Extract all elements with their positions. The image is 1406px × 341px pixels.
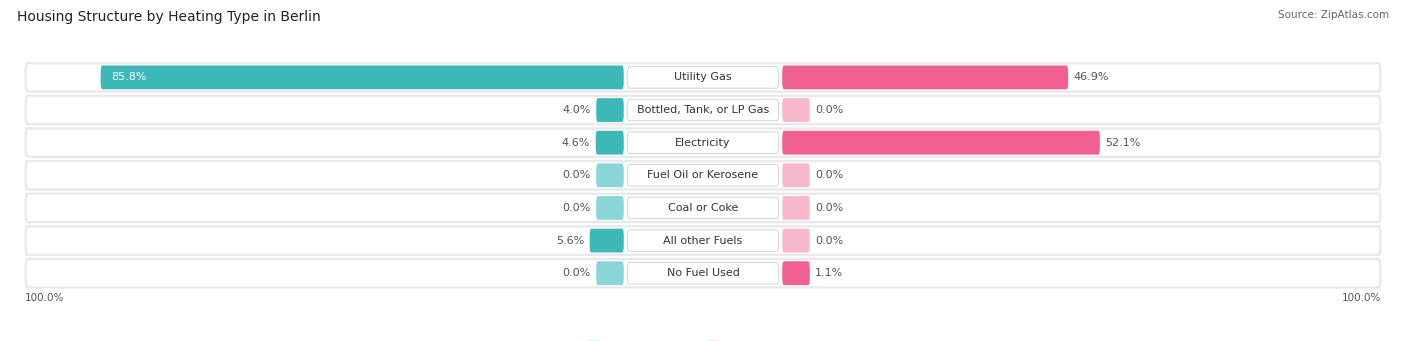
Text: 0.0%: 0.0% xyxy=(815,236,844,246)
FancyBboxPatch shape xyxy=(782,98,810,122)
FancyBboxPatch shape xyxy=(27,97,1379,123)
FancyBboxPatch shape xyxy=(596,196,624,220)
Text: 46.9%: 46.9% xyxy=(1074,72,1109,83)
Text: 0.0%: 0.0% xyxy=(562,268,591,278)
FancyBboxPatch shape xyxy=(596,98,624,122)
FancyBboxPatch shape xyxy=(782,131,1099,154)
FancyBboxPatch shape xyxy=(24,160,1382,191)
Text: 100.0%: 100.0% xyxy=(1343,293,1382,303)
FancyBboxPatch shape xyxy=(627,197,779,219)
Text: Coal or Coke: Coal or Coke xyxy=(668,203,738,213)
Text: 0.0%: 0.0% xyxy=(562,203,591,213)
Text: Electricity: Electricity xyxy=(675,138,731,148)
Text: 0.0%: 0.0% xyxy=(815,170,844,180)
FancyBboxPatch shape xyxy=(27,227,1379,254)
Text: 100.0%: 100.0% xyxy=(24,293,63,303)
FancyBboxPatch shape xyxy=(24,62,1382,93)
FancyBboxPatch shape xyxy=(24,193,1382,223)
FancyBboxPatch shape xyxy=(627,66,779,88)
FancyBboxPatch shape xyxy=(589,229,624,252)
Text: Source: ZipAtlas.com: Source: ZipAtlas.com xyxy=(1278,10,1389,20)
Text: No Fuel Used: No Fuel Used xyxy=(666,268,740,278)
FancyBboxPatch shape xyxy=(24,95,1382,125)
Text: 0.0%: 0.0% xyxy=(815,105,844,115)
Text: 52.1%: 52.1% xyxy=(1105,138,1140,148)
FancyBboxPatch shape xyxy=(27,64,1379,90)
FancyBboxPatch shape xyxy=(782,196,810,220)
FancyBboxPatch shape xyxy=(782,65,1069,89)
Text: 4.6%: 4.6% xyxy=(562,138,591,148)
FancyBboxPatch shape xyxy=(627,99,779,121)
Text: Bottled, Tank, or LP Gas: Bottled, Tank, or LP Gas xyxy=(637,105,769,115)
Text: Utility Gas: Utility Gas xyxy=(675,72,731,83)
FancyBboxPatch shape xyxy=(596,261,624,285)
FancyBboxPatch shape xyxy=(27,260,1379,286)
FancyBboxPatch shape xyxy=(27,130,1379,156)
FancyBboxPatch shape xyxy=(627,230,779,251)
FancyBboxPatch shape xyxy=(27,195,1379,221)
Text: All other Fuels: All other Fuels xyxy=(664,236,742,246)
Text: Fuel Oil or Kerosene: Fuel Oil or Kerosene xyxy=(647,170,759,180)
Text: Housing Structure by Heating Type in Berlin: Housing Structure by Heating Type in Ber… xyxy=(17,10,321,24)
FancyBboxPatch shape xyxy=(627,165,779,186)
FancyBboxPatch shape xyxy=(782,163,810,187)
Text: 85.8%: 85.8% xyxy=(111,72,146,83)
FancyBboxPatch shape xyxy=(24,225,1382,256)
Text: 1.1%: 1.1% xyxy=(815,268,844,278)
FancyBboxPatch shape xyxy=(596,131,624,154)
FancyBboxPatch shape xyxy=(782,261,810,285)
FancyBboxPatch shape xyxy=(627,132,779,153)
FancyBboxPatch shape xyxy=(24,258,1382,288)
Text: 5.6%: 5.6% xyxy=(555,236,583,246)
Text: 4.0%: 4.0% xyxy=(562,105,591,115)
FancyBboxPatch shape xyxy=(27,162,1379,188)
FancyBboxPatch shape xyxy=(24,127,1382,158)
FancyBboxPatch shape xyxy=(101,65,624,89)
FancyBboxPatch shape xyxy=(627,263,779,284)
FancyBboxPatch shape xyxy=(782,229,810,252)
FancyBboxPatch shape xyxy=(596,163,624,187)
Text: 0.0%: 0.0% xyxy=(815,203,844,213)
Text: 0.0%: 0.0% xyxy=(562,170,591,180)
